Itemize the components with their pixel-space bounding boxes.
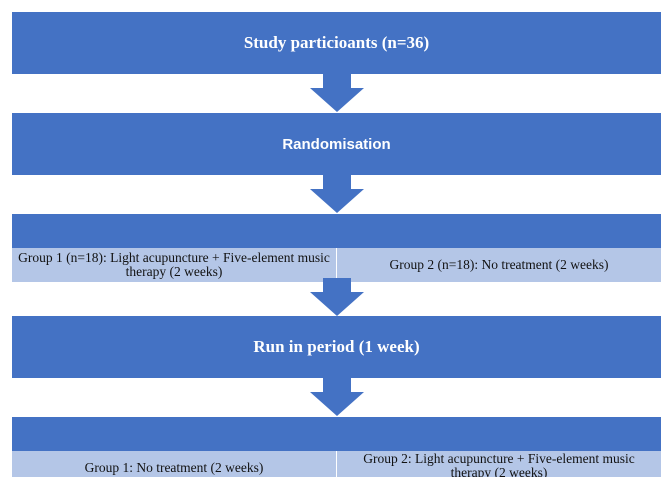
group-2-crossover-cell: Group 2: Light acupuncture + Five-elemen… xyxy=(336,451,661,477)
group-1-cell: Group 1 (n=18): Light acupuncture + Five… xyxy=(18,250,330,279)
groups-header-bar xyxy=(12,214,661,248)
crossover-header-bar xyxy=(12,417,661,451)
down-arrow-icon xyxy=(310,175,364,213)
groups-row-2: Group 1: No treatment (2 weeks) Group 2:… xyxy=(12,451,661,477)
participants-box: Study particioants (n=36) xyxy=(12,12,661,74)
participants-label: Study particioants (n=36) xyxy=(243,33,430,52)
groups-row-1: Group 1 (n=18): Light acupuncture + Five… xyxy=(12,248,661,282)
run-in-box: Run in period (1 week) xyxy=(12,316,661,378)
randomisation-label: Randomisation xyxy=(282,135,391,153)
down-arrow-icon xyxy=(310,378,364,416)
down-arrow-icon xyxy=(310,74,364,112)
group-2-cell: Group 2 (n=18): No treatment (2 weeks) xyxy=(336,248,661,282)
randomisation-box: Randomisation xyxy=(12,113,661,175)
group-1-crossover-cell: Group 1: No treatment (2 weeks) xyxy=(84,460,264,475)
down-arrow-icon xyxy=(310,278,364,316)
run-in-label: Run in period (1 week) xyxy=(253,337,420,356)
